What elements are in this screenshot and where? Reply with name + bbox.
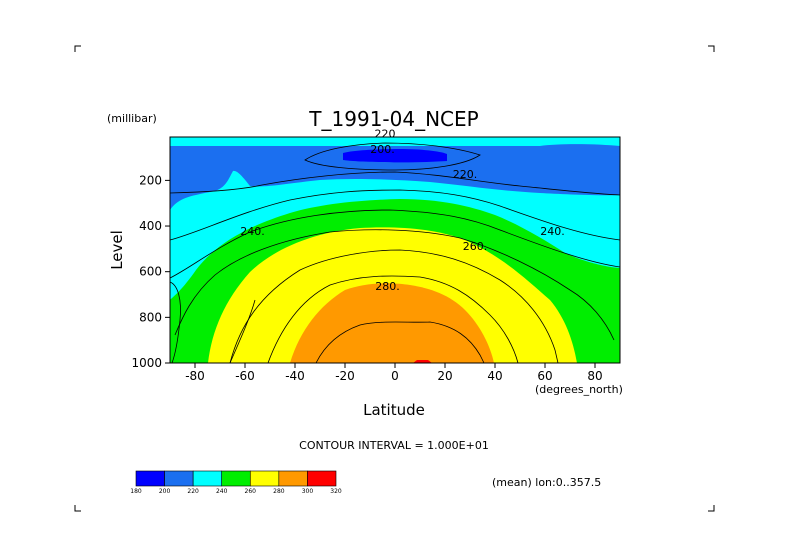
contour-label: 200. <box>370 143 395 156</box>
x-axis: -80 -60 -40 -20 0 20 40 60 80 <box>185 363 603 383</box>
contour-label: 240. <box>540 225 565 238</box>
contour-interval-text: CONTOUR INTERVAL = 1.000E+01 <box>299 439 489 452</box>
colorbar-label: 220 <box>187 488 199 495</box>
contour-lines <box>169 142 621 364</box>
colorbar-swatch <box>192 470 223 487</box>
x-tick-label: 0 <box>391 369 399 383</box>
band-300-320 <box>413 360 432 363</box>
colorbar-swatch <box>221 470 251 487</box>
colorbar-swatch <box>249 470 280 487</box>
y-tick-label: 800 <box>139 310 162 324</box>
band-200-220 <box>170 144 620 210</box>
colorbar: 180 200 220 240 260 280 300 320 <box>130 470 342 495</box>
colorbar-label: 200 <box>159 488 171 495</box>
y-tick-label: 200 <box>139 173 162 187</box>
x-tick-label: 40 <box>487 369 502 383</box>
colorbar-label: 260 <box>245 488 257 495</box>
x-tick-label: 20 <box>437 369 452 383</box>
x-axis-title: Latitude <box>363 401 425 419</box>
x-tick-label: -20 <box>335 369 355 383</box>
footnote: (mean) lon:0..357.5 <box>492 476 601 489</box>
colorbar-swatch <box>278 470 308 487</box>
contour-label: 240. <box>240 225 265 238</box>
band-280-300 <box>290 283 494 363</box>
x-tick-label: -40 <box>285 369 305 383</box>
y-tick-label: 600 <box>139 265 162 279</box>
colorbar-label: 320 <box>330 488 342 495</box>
y-tick-label: 1000 <box>131 356 162 370</box>
colorbar-label: 180 <box>130 488 142 495</box>
y-tick-label: 400 <box>139 219 162 233</box>
chart-title: T_1991-04_NCEP <box>308 107 478 131</box>
colorbar-label: 280 <box>273 488 285 495</box>
band-180-200 <box>343 149 447 163</box>
x-unit-label: (degrees_north) <box>535 383 623 396</box>
colorbar-label: 240 <box>216 488 228 495</box>
colorbar-label: 300 <box>302 488 314 495</box>
x-tick-label: -60 <box>235 369 255 383</box>
contour-label: 220. <box>453 168 478 181</box>
y-axis: 200 400 600 800 1000 <box>131 173 170 370</box>
colorbar-swatch <box>164 470 194 487</box>
contour-label: 280. <box>375 280 400 293</box>
corner-marks <box>74 45 715 512</box>
colorbar-swatch <box>307 470 337 487</box>
x-tick-label: 60 <box>537 369 552 383</box>
y-unit-label: (millibar) <box>107 112 157 125</box>
colorbar-swatch <box>135 470 165 487</box>
y-axis-title: Level <box>108 230 126 270</box>
x-tick-label: 80 <box>587 369 602 383</box>
x-tick-label: -80 <box>185 369 205 383</box>
contour-label: 260. <box>463 240 488 253</box>
